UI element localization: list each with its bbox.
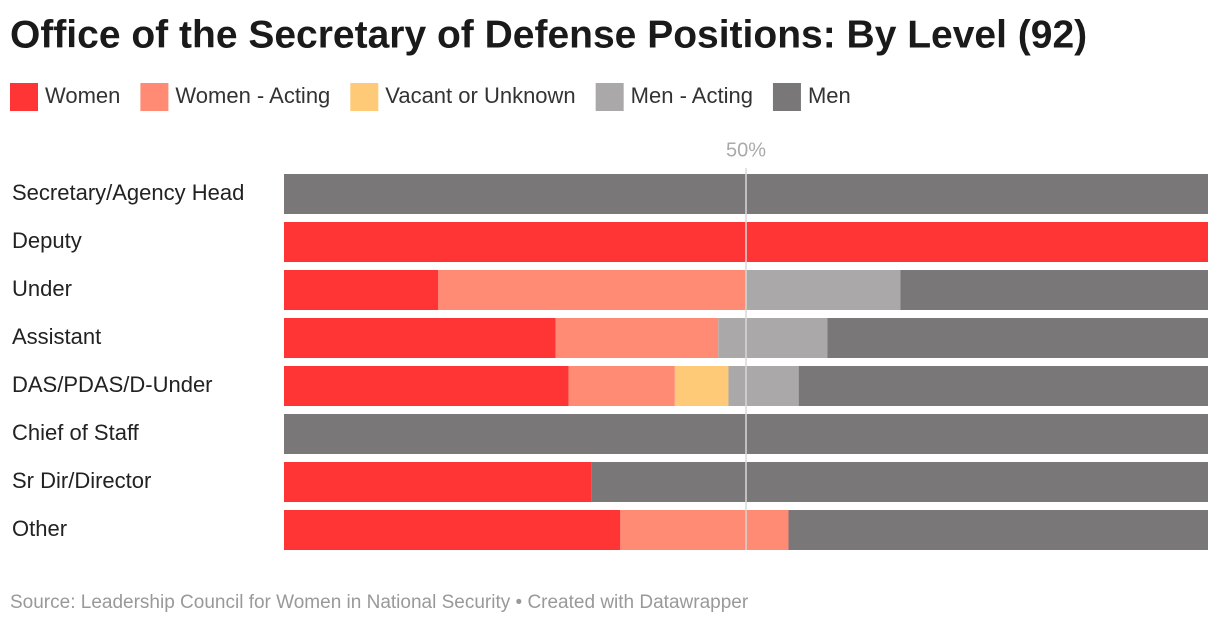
legend: Women Women - Acting Vacant or Unknown Men … — [10, 83, 851, 111]
legend-label: Vacant or Unknown — [385, 83, 575, 108]
bar-segment — [284, 318, 556, 358]
legend-swatch — [10, 83, 38, 111]
bar-segment — [284, 462, 592, 502]
bar-segment — [728, 366, 799, 406]
legend-label: Men - Acting — [631, 83, 753, 108]
y-tick-label: Sr Dir/Director — [12, 468, 151, 493]
bar-segment — [788, 510, 1208, 550]
bar-segment — [798, 366, 1208, 406]
chart-title: Office of the Secretary of Defense Posit… — [10, 13, 1087, 56]
y-tick-label: Under — [12, 276, 72, 301]
legend-label: Women — [45, 83, 120, 108]
x-tick-label: 50% — [726, 139, 766, 161]
legend-label: Men — [808, 83, 851, 108]
legend-swatch — [595, 83, 624, 111]
bar-segment — [746, 270, 901, 310]
legend-swatch — [772, 83, 801, 111]
bar-segment — [591, 462, 1208, 502]
y-tick-label: DAS/PDAS/D-Under — [12, 372, 213, 397]
legend-swatch — [350, 83, 379, 111]
bar-segment — [284, 366, 569, 406]
bar-segment — [900, 270, 1208, 310]
y-tick-label: Deputy — [12, 228, 82, 253]
bar-segment — [718, 318, 828, 358]
bar-segment — [620, 510, 789, 550]
y-tick-label: Other — [12, 516, 67, 541]
bar-segment — [827, 318, 1208, 358]
bar-segment — [568, 366, 675, 406]
footer: Source: Leadership Council for Women in … — [10, 592, 749, 613]
legend-label: Women - Acting — [175, 83, 330, 108]
bar-segment — [284, 510, 621, 550]
y-tick-label: Assistant — [12, 324, 101, 349]
bar-segment — [438, 270, 746, 310]
bar-segment — [555, 318, 719, 358]
y-tick-label: Secretary/Agency Head — [12, 180, 244, 205]
y-tick-label: Chief of Staff — [12, 420, 140, 445]
legend-swatch — [140, 83, 169, 111]
bar-segment — [284, 270, 439, 310]
bar-segment — [674, 366, 729, 406]
